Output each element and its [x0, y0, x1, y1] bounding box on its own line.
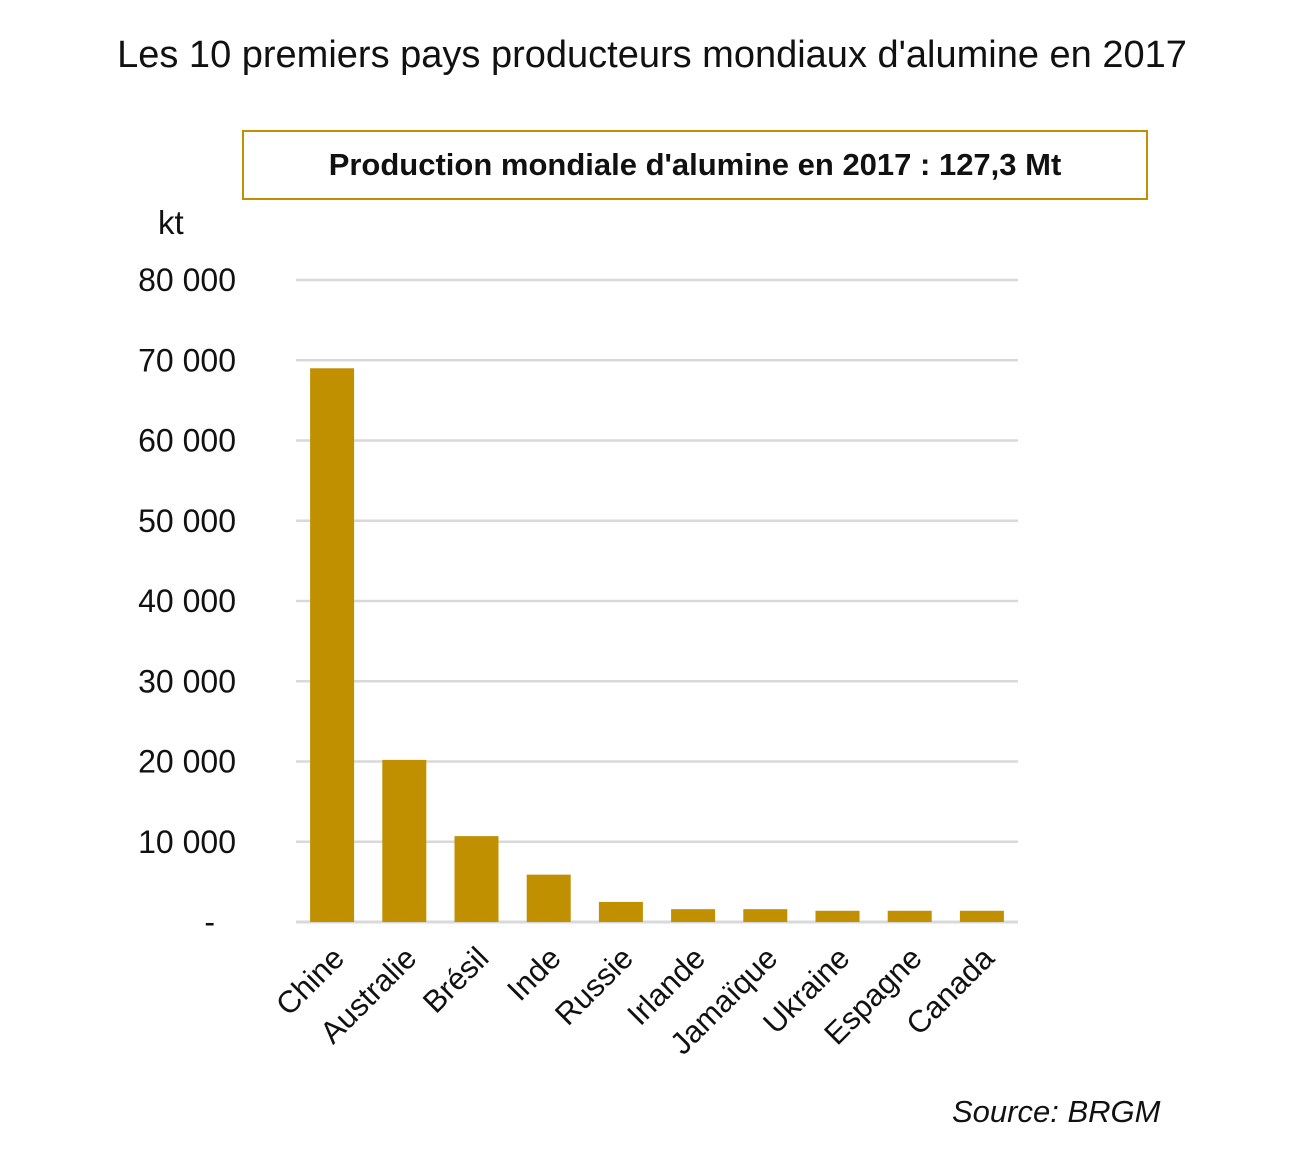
y-tick-label: 10 000	[138, 824, 236, 860]
y-tick-label: 40 000	[138, 583, 236, 619]
y-tick-label: 60 000	[138, 423, 236, 459]
chart-title: Les 10 premiers pays producteurs mondiau…	[117, 34, 1187, 76]
y-axis-unit: kt	[158, 204, 184, 241]
y-tick-label: -	[204, 904, 215, 940]
y-tick-label: 20 000	[138, 744, 236, 780]
x-tick-label: Russie	[548, 940, 640, 1032]
y-tick-label: 80 000	[138, 262, 236, 298]
bar-espagne	[887, 910, 932, 922]
x-tick-label: Brésil	[416, 940, 496, 1020]
bar-australie	[382, 759, 427, 922]
source-note: Source: BRGM	[952, 1094, 1161, 1129]
y-tick-label: 30 000	[138, 663, 236, 699]
bar-jamaïque	[743, 909, 788, 922]
bar-canada	[959, 910, 1004, 922]
bar-irlande	[671, 909, 716, 922]
bar-inde	[526, 874, 571, 922]
bar-chine	[310, 368, 355, 922]
annotation-box: Production mondiale d'alumine en 2017 : …	[242, 130, 1148, 200]
bar-ukraine	[815, 910, 860, 922]
y-tick-label: 70 000	[138, 342, 236, 378]
bar-russie	[598, 901, 643, 922]
bar-brésil	[454, 836, 499, 922]
y-tick-label: 50 000	[138, 503, 236, 539]
